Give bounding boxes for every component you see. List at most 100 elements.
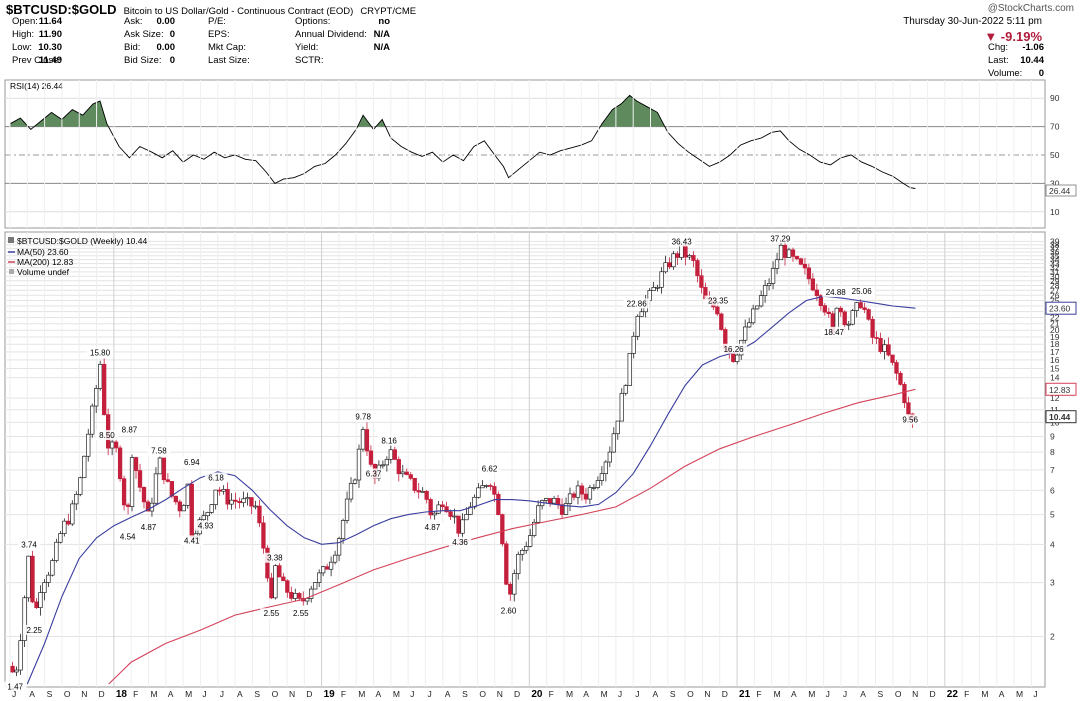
candle-body <box>528 535 533 547</box>
candle-body <box>137 470 143 488</box>
candle <box>321 565 326 577</box>
annotation-label: 36.43 <box>672 237 693 246</box>
price-tick-label: 7 <box>1050 465 1055 475</box>
candle-body <box>189 483 194 538</box>
candle <box>229 493 234 510</box>
candle-body <box>249 497 254 507</box>
annotation-label: 4.93 <box>198 522 214 531</box>
annotation-label: 37.29 <box>770 234 791 243</box>
candle-body <box>619 392 624 422</box>
candle <box>185 483 190 509</box>
month-label: M <box>1016 689 1023 699</box>
ma50-tag-label: 23.60 <box>1049 304 1071 314</box>
candle <box>539 499 545 510</box>
candle <box>595 476 601 490</box>
candle <box>524 541 529 554</box>
candle-body <box>245 497 250 500</box>
candle-body <box>74 494 79 505</box>
month-label: F <box>756 689 761 699</box>
candle <box>516 551 521 580</box>
month-label: M <box>566 689 573 699</box>
price-annotation: 2.25 <box>23 624 46 635</box>
candle-body <box>735 354 740 362</box>
rsi-overbought-fill <box>10 95 665 127</box>
quote-label: Open: <box>12 16 38 27</box>
candle <box>257 499 262 527</box>
candle <box>364 422 370 456</box>
candle-body <box>460 519 465 534</box>
candle-body <box>874 337 879 339</box>
candle-body <box>655 286 660 289</box>
quote-row: Ask Size: 0 <box>124 29 175 40</box>
candle <box>619 388 624 422</box>
month-label: D <box>306 689 312 699</box>
candle-body <box>492 486 497 495</box>
annotation-bg <box>194 520 217 531</box>
quote-label: P/E: <box>208 16 226 27</box>
candle <box>420 487 425 493</box>
quote-row: EPS: <box>208 29 230 40</box>
annotation-bg <box>820 326 848 337</box>
candle-body <box>659 271 664 288</box>
symbol-description: Bitcoin to US Dollar/Gold - Continuous C… <box>123 6 354 17</box>
candle-body <box>751 308 756 324</box>
candle-body <box>786 249 792 258</box>
price-tick-label: 12 <box>1050 393 1060 403</box>
candle <box>639 307 644 317</box>
candle-body <box>46 574 51 583</box>
candle <box>512 569 517 602</box>
candle-body <box>747 322 752 328</box>
candle <box>468 502 473 515</box>
quote-value: 0.00 <box>156 42 176 53</box>
candle <box>894 359 899 381</box>
quote-value: N/A <box>373 29 390 40</box>
annotation-bg <box>86 347 114 358</box>
annotation-label: 4.87 <box>141 523 157 532</box>
candle-body <box>846 323 851 326</box>
candle <box>273 564 278 600</box>
candle-body <box>444 506 449 513</box>
candle <box>121 475 127 511</box>
month-label: J <box>618 689 622 699</box>
candle-body <box>352 479 358 484</box>
candle-body <box>404 471 409 475</box>
candle <box>484 484 489 489</box>
candle-body <box>265 547 270 579</box>
candle <box>141 486 147 509</box>
candle <box>201 510 206 522</box>
candle-body <box>810 278 816 291</box>
quote-row: Mkt Cap: <box>208 42 246 53</box>
candle-body <box>547 498 553 504</box>
candle-body <box>906 402 911 415</box>
quote-row: Last Size: <box>208 55 250 66</box>
candle-body <box>424 491 429 500</box>
annotation-label: 8.50 <box>99 431 115 440</box>
annotation-label: 25.06 <box>852 287 873 296</box>
candle <box>719 312 724 331</box>
month-label: A <box>999 689 1005 699</box>
candle <box>631 331 636 359</box>
candle <box>826 307 831 318</box>
annotation-label: 4.54 <box>120 532 136 541</box>
annotation-bg <box>898 414 922 425</box>
quote-value: 11.64 <box>38 16 62 27</box>
candle <box>790 247 796 262</box>
candle-body <box>536 505 541 523</box>
price-tick-label: 14 <box>1050 373 1060 383</box>
rsi-level-label: 50 <box>1050 150 1060 160</box>
candle <box>559 498 565 518</box>
legend-main: $BTCUSD:$GOLD (Weekly) 10.44 <box>17 236 147 246</box>
month-label: J <box>410 689 414 699</box>
candle <box>460 513 465 540</box>
month-label: N <box>704 689 710 699</box>
price-tick-label: 27 <box>1050 285 1060 295</box>
candle <box>416 482 421 499</box>
candle <box>802 257 808 275</box>
candle-body <box>66 520 71 525</box>
rsi-overbought-area <box>357 115 372 127</box>
candle-body <box>50 560 55 576</box>
price-tick-label: 17 <box>1050 347 1060 357</box>
legend-swatch-volume <box>9 269 14 274</box>
candle-body <box>774 259 780 269</box>
price-panel-frame <box>4 231 1046 688</box>
